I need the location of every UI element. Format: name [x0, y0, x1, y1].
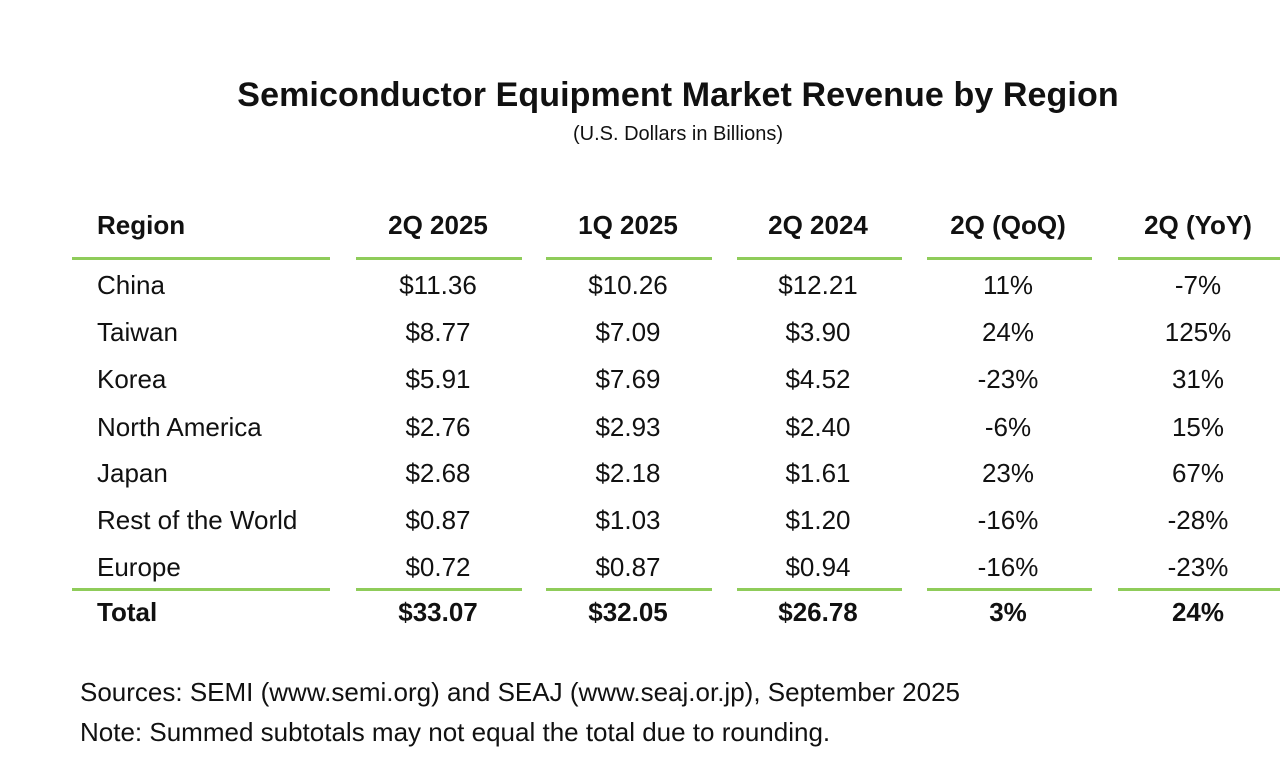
row-1-q2-2025-cell: $11.36 — [399, 270, 477, 300]
header-q2-2024-cell: 2Q 2024 — [768, 210, 868, 240]
row-7-qoq-cell: -16% — [977, 552, 1039, 582]
row-5-q2-2025-cell: $2.68 — [405, 458, 471, 488]
total-qoq-cell: 3% — [989, 597, 1027, 627]
row-5-qoq-cell: 23% — [981, 458, 1035, 488]
row-3-q2-2024-cell: $4.52 — [785, 364, 851, 394]
row-6-q2-2024-cell: $1.20 — [785, 505, 851, 535]
row-4-q2-2025-cell: $2.76 — [405, 412, 471, 442]
row-2-q2-2024-cell: $3.90 — [785, 317, 851, 347]
header-region-cell: Region — [97, 210, 186, 240]
total-rule-q2-2024 — [737, 588, 902, 591]
row-6-region-cell: Rest of the World — [97, 505, 298, 535]
total-rule-yoy — [1118, 588, 1280, 591]
row-6-q2-2025-cell: $0.87 — [405, 505, 471, 535]
row-3-region-cell: Korea — [97, 364, 167, 394]
row-4-qoq-cell: -6% — [984, 412, 1032, 442]
row-6-qoq-cell: -16% — [977, 505, 1039, 535]
header-rule-qoq — [927, 257, 1092, 260]
header-rule-q1-2025 — [546, 257, 712, 260]
total-yoy-cell: 24% — [1171, 597, 1225, 627]
row-7-q1-2025-cell: $0.87 — [595, 552, 661, 582]
row-6-yoy-cell: -28% — [1167, 505, 1229, 535]
row-4-region-cell: North America — [97, 412, 262, 442]
row-4-yoy-cell: 15% — [1171, 412, 1225, 442]
row-3-yoy-cell: 31% — [1171, 364, 1225, 394]
row-3-q1-2025-cell: $7.69 — [595, 364, 661, 394]
header-q2-2025-cell: 2Q 2025 — [388, 210, 488, 240]
row-2-region-cell: Taiwan — [97, 317, 178, 347]
total-rule-region — [72, 588, 330, 591]
row-1-region-cell: China — [97, 270, 165, 300]
row-7-q2-2024-cell: $0.94 — [785, 552, 851, 582]
total-q1-2025-cell: $32.05 — [588, 597, 668, 627]
row-5-q1-2025-cell: $2.18 — [595, 458, 661, 488]
row-1-qoq-cell: 11% — [982, 270, 1034, 300]
row-2-yoy-cell: 125% — [1164, 317, 1232, 347]
total-q2-2024-cell: $26.78 — [778, 597, 858, 627]
row-3-q2-2025-cell: $5.91 — [405, 364, 471, 394]
header-rule-q2-2025 — [356, 257, 522, 260]
row-2-q1-2025-cell: $7.09 — [595, 317, 661, 347]
row-6-q1-2025-cell: $1.03 — [595, 505, 661, 535]
total-rule-qoq — [927, 588, 1092, 591]
row-1-q1-2025-cell: $10.26 — [588, 270, 668, 300]
row-3-qoq-cell: -23% — [977, 364, 1039, 394]
row-4-q1-2025-cell: $2.93 — [595, 412, 661, 442]
sources-note: Sources: SEMI (www.semi.org) and SEAJ (w… — [80, 677, 961, 707]
row-1-q2-2024-cell: $12.21 — [778, 270, 858, 300]
header-rule-yoy — [1118, 257, 1280, 260]
header-yoy-cell: 2Q (YoY) — [1144, 210, 1252, 240]
total-region-cell: Total — [97, 597, 158, 627]
row-7-yoy-cell: -23% — [1167, 552, 1229, 582]
row-5-yoy-cell: 67% — [1171, 458, 1225, 488]
total-rule-q2-2025 — [356, 588, 522, 591]
header-q1-2025-cell: 1Q 2025 — [578, 210, 678, 240]
header-rule-region — [72, 257, 330, 260]
row-1-yoy-cell: -7% — [1174, 270, 1222, 300]
row-5-q2-2024-cell: $1.61 — [785, 458, 851, 488]
row-4-q2-2024-cell: $2.40 — [785, 412, 851, 442]
row-7-q2-2025-cell: $0.72 — [405, 552, 471, 582]
row-2-qoq-cell: 24% — [981, 317, 1035, 347]
total-rule-q1-2025 — [546, 588, 712, 591]
table-subtitle: (U.S. Dollars in Billions) — [572, 123, 784, 145]
row-2-q2-2025-cell: $8.77 — [405, 317, 471, 347]
row-5-region-cell: Japan — [97, 458, 168, 488]
row-7-region-cell: Europe — [97, 552, 181, 582]
total-q2-2025-cell: $33.07 — [398, 597, 478, 627]
header-qoq-cell: 2Q (QoQ) — [950, 210, 1066, 240]
header-rule-q2-2024 — [737, 257, 902, 260]
rounding-note: Note: Summed subtotals may not equal the… — [80, 717, 831, 747]
table-title: Semiconductor Equipment Market Revenue b… — [237, 76, 1119, 114]
